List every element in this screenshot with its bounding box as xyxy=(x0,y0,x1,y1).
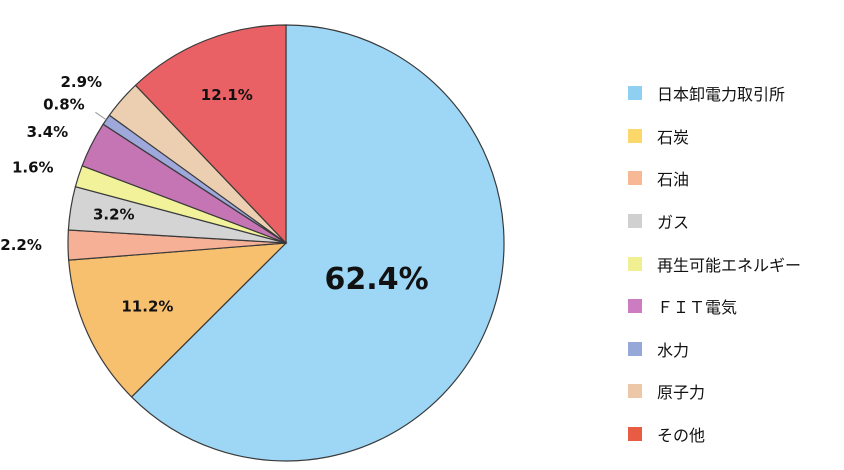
legend-label: 原子力 xyxy=(657,383,706,403)
legend-swatch xyxy=(628,86,642,101)
legend-item: 石油 xyxy=(628,157,838,200)
data-label-5: 1.6% xyxy=(12,159,54,177)
legend-swatch xyxy=(628,299,642,314)
legend-label: 日本卸電力取引所 xyxy=(657,85,786,105)
legend-item: 日本卸電力取引所 xyxy=(628,72,838,115)
data-label-1: 62.4% xyxy=(325,262,429,297)
legend-swatch xyxy=(628,214,642,229)
pie-slice-9 xyxy=(134,24,287,245)
leader-line xyxy=(95,111,107,121)
data-label-7: 0.8% xyxy=(43,95,85,113)
data-label-6: 3.4% xyxy=(27,123,69,141)
pie-slice-1 xyxy=(130,24,505,462)
pie-data-labels: 62.4% 11.2% 2.2% 3.2% 1.6% 3.4% 0.8% 2.9% 12.1% xyxy=(0,73,428,315)
legend-label: 水力 xyxy=(657,340,690,360)
data-label-3: 2.2% xyxy=(0,236,42,254)
legend-item: ガス xyxy=(628,200,838,243)
legend-swatch xyxy=(628,427,642,442)
legend-item: 水力 xyxy=(628,328,838,371)
data-label-8: 2.9% xyxy=(60,73,102,91)
legend-label: その他 xyxy=(657,426,706,446)
pie-chart: 62.4% 11.2% 2.2% 3.2% 1.6% 3.4% 0.8% 2.9% 12.1% xyxy=(0,24,505,462)
legend-item: 再生可能エネルギー xyxy=(628,242,838,285)
legend-label: 石油 xyxy=(657,170,690,190)
legend: 日本卸電力取引所 石炭石油ガス再生可能エネルギー ＦＩＴ電気水力原子力その他 xyxy=(628,72,838,455)
legend-item: 石炭 xyxy=(628,115,838,158)
data-label-2: 11.2% xyxy=(121,297,173,315)
legend-item: ＦＩＴ電気 xyxy=(628,285,838,328)
data-label-4: 3.2% xyxy=(93,206,135,224)
legend-item: その他 xyxy=(628,413,838,456)
legend-item: 原子力 xyxy=(628,370,838,413)
data-label-9: 12.1% xyxy=(201,86,253,104)
legend-swatch xyxy=(628,171,642,186)
legend-label: ＦＩＴ電気 xyxy=(657,298,738,318)
pie-slice-2 xyxy=(68,242,288,398)
legend-label: 石炭 xyxy=(657,127,690,147)
pie-slices xyxy=(67,24,505,462)
legend-swatch xyxy=(628,384,642,399)
legend-label: 再生可能エネルギー xyxy=(657,255,802,275)
legend-label: ガス xyxy=(657,213,690,233)
legend-swatch xyxy=(628,341,642,356)
legend-swatch xyxy=(628,256,642,271)
legend-swatch xyxy=(628,128,642,143)
